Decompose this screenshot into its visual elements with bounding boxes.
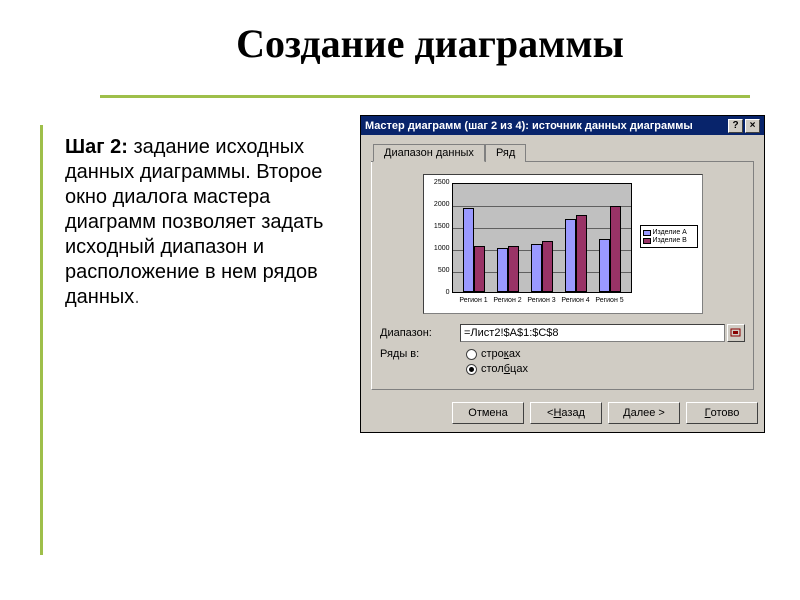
y-tick: 0	[426, 289, 450, 296]
dialog-titlebar: Мастер диаграмм (шаг 2 из 4): источник д…	[361, 116, 764, 135]
accent-horizontal-line	[100, 95, 750, 98]
collapse-icon	[730, 328, 742, 338]
radio-rows[interactable]: строках	[466, 348, 528, 360]
finish-button[interactable]: Готово	[686, 402, 758, 424]
bar	[599, 239, 610, 292]
tab-series[interactable]: Ряд	[485, 144, 526, 162]
legend-swatch-a	[643, 230, 651, 236]
x-label: Регион 5	[592, 297, 628, 304]
rows-in-label: Ряды в:	[380, 348, 460, 360]
y-tick: 1000	[426, 245, 450, 252]
bar	[497, 248, 508, 292]
range-input[interactable]: =Лист2!$A$1:$C$8	[460, 324, 725, 342]
chart-legend: Изделие А Изделие В	[640, 225, 698, 248]
body-bold: Шаг 2:	[65, 136, 128, 158]
bar	[508, 246, 519, 292]
final-dot: .	[134, 286, 140, 308]
legend-item: Изделие В	[643, 237, 695, 244]
dialog-title: Мастер диаграмм (шаг 2 из 4): источник д…	[365, 120, 726, 132]
radio-dot-rows	[466, 349, 477, 360]
slide-body-text: Шаг 2: задание исходных данных диаграммы…	[65, 135, 335, 310]
tab-data-range[interactable]: Диапазон данных	[373, 144, 485, 162]
range-picker-button[interactable]	[727, 324, 745, 342]
bar-group	[599, 206, 627, 292]
bar	[474, 246, 485, 292]
legend-label-a: Изделие А	[653, 229, 687, 236]
bar	[576, 215, 587, 292]
radio-group: строках столбцах	[466, 348, 528, 375]
y-tick: 1500	[426, 223, 450, 230]
bar	[542, 241, 553, 292]
range-row: Диапазон: =Лист2!$A$1:$C$8	[380, 324, 745, 342]
bar	[463, 208, 474, 292]
close-button[interactable]: ×	[745, 119, 760, 133]
dialog-body: Диапазон данных Ряд Изделие А Изделие В	[361, 135, 764, 394]
next-button[interactable]: Далее >	[608, 402, 680, 424]
x-label: Регион 4	[558, 297, 594, 304]
accent-vertical-line	[40, 125, 43, 555]
back-button[interactable]: < Назад	[530, 402, 602, 424]
radio-dot-cols	[466, 364, 477, 375]
legend-label-b: Изделие В	[653, 237, 687, 244]
radio-cols[interactable]: столбцах	[466, 363, 528, 375]
chart-plot-area	[452, 183, 632, 293]
y-tick: 2000	[426, 201, 450, 208]
bar-group	[565, 215, 593, 292]
chart-wizard-dialog: Мастер диаграмм (шаг 2 из 4): источник д…	[360, 115, 765, 433]
bar	[531, 244, 542, 292]
chart-preview: Изделие А Изделие В 0 500 1000 1500 2000 2500…	[423, 174, 703, 314]
tab-panel: Изделие А Изделие В 0 500 1000 1500 2000 2500…	[371, 162, 754, 390]
bar-group	[531, 241, 559, 292]
bar-group	[463, 208, 491, 292]
bar-group	[497, 246, 525, 292]
dialog-button-row: Отмена < Назад Далее > Готово	[361, 394, 764, 432]
x-label: Регион 3	[524, 297, 560, 304]
tab-strip: Диапазон данных Ряд	[371, 143, 754, 162]
x-label: Регион 1	[456, 297, 492, 304]
y-tick: 500	[426, 267, 450, 274]
legend-swatch-b	[643, 238, 651, 244]
slide-title: Создание диаграммы	[100, 20, 760, 67]
bar	[610, 206, 621, 292]
legend-item: Изделие А	[643, 229, 695, 236]
bar	[565, 219, 576, 292]
cancel-button[interactable]: Отмена	[452, 402, 524, 424]
y-tick: 2500	[426, 179, 450, 186]
range-label: Диапазон:	[380, 327, 460, 339]
help-button[interactable]: ?	[728, 119, 743, 133]
rows-in-row: Ряды в: строках столбцах	[380, 348, 745, 375]
slide: Создание диаграммы Шаг 2: задание исходн…	[0, 0, 800, 600]
x-label: Регион 2	[490, 297, 526, 304]
body-rest: задание исходных данных диаграммы. Второ…	[65, 136, 323, 308]
